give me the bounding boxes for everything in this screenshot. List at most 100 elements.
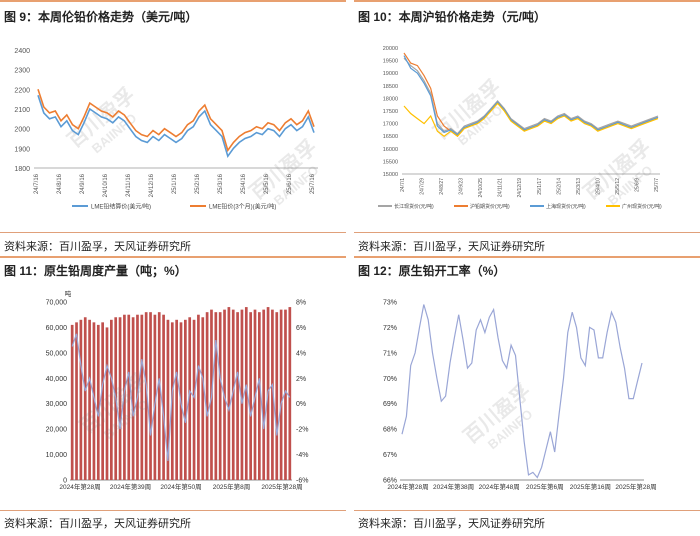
source-note: 资料来源：百川盈孚，天风证券研究所 (358, 241, 545, 253)
figure-12-panel: 图 12：原生铅开工率（%） 66% 67% 68% 69% 70% 71% 72% 73% 百… (354, 256, 700, 536)
source-note: 资料来源：百川盈孚，天风证券研究所 (4, 241, 191, 253)
y-tick-label: 18500 (383, 84, 398, 90)
figure-10-panel: 图 10：本周沪铅价格走势（元/吨） 15000 15500 16000 16500 1… (354, 0, 700, 262)
bar (75, 322, 78, 480)
legend-label: 沪铅期货价(元/吨) (470, 203, 510, 210)
y-tick-label: 30,000 (46, 401, 68, 408)
y-tick-label: 2400 (14, 48, 30, 55)
legend-label: LME铅结算价(美元/吨) (91, 203, 151, 211)
title-rule (354, 256, 700, 258)
bar (249, 312, 252, 480)
y-tick-label: 18000 (383, 96, 398, 102)
y-tick-label: 73% (383, 300, 397, 307)
y2-tick-label: 8% (296, 300, 306, 307)
y-tick-label: 70% (383, 376, 397, 383)
bar (197, 314, 200, 480)
bar (162, 314, 165, 480)
series-line (403, 102, 659, 138)
x-tick-label: 24/8/16 (57, 173, 63, 194)
x-tick-label: 24/12/16 (149, 173, 155, 197)
bar (127, 314, 131, 480)
legend-label: 长江现货价(元/吨) (394, 203, 434, 210)
x-tick-label: 25/6/9 (634, 178, 640, 192)
bar (275, 312, 279, 480)
bar (231, 309, 235, 480)
x-tick-label: 25/6/16 (287, 173, 293, 194)
y-tick-label: 10,000 (46, 452, 68, 459)
source-rule (354, 232, 700, 233)
x-tick-label: 2024年第28周 (387, 482, 428, 491)
bar (110, 319, 113, 480)
bar (92, 322, 96, 480)
figure-9-panel: 图 9：本周伦铅价格走势（美元/吨） 1800 1900 2000 2100 2200 2… (0, 0, 346, 262)
x-tick-label: 25/5/12 (615, 178, 621, 195)
y-tick-label: 17000 (383, 122, 398, 128)
bar (262, 309, 266, 480)
legend-label: LME铅价(3个月)(美元/吨) (209, 203, 276, 211)
x-tick-label: 24/10/25 (478, 178, 484, 198)
y-tick-label: 19000 (383, 71, 398, 77)
x-tick-label: 25/2/14 (556, 178, 562, 195)
y-tick-label: 60,000 (46, 325, 68, 332)
bar (144, 312, 148, 480)
bar (192, 319, 196, 480)
y-tick-label: 1900 (14, 146, 30, 153)
legend-label: 上海现货价(元/吨) (546, 203, 586, 210)
y2-tick-label: 6% (296, 325, 306, 332)
x-tick-label: 25/3/13 (576, 178, 582, 195)
source-rule (0, 232, 346, 233)
bar (166, 319, 170, 480)
bar (153, 314, 157, 480)
x-tick-label: 24/11/16 (126, 173, 132, 197)
series-line (403, 57, 659, 135)
bar (214, 312, 218, 480)
y2-tick-label: -4% (296, 452, 308, 459)
y-tick-label: 16000 (383, 147, 398, 153)
y2-tick-label: -2% (296, 427, 308, 434)
bar (175, 319, 178, 480)
y-tick-label: 50,000 (46, 350, 68, 357)
x-tick-label: 25/4/16 (241, 173, 247, 194)
x-tick-label: 2024年第38周 (433, 482, 474, 491)
y-tick-label: 71% (383, 350, 397, 357)
bar (96, 324, 100, 480)
bar (188, 317, 192, 480)
source-note: 资料来源：百川盈孚，天风证券研究所 (358, 518, 545, 530)
bar (284, 309, 287, 480)
x-tick-label: 2025年第16周 (570, 482, 611, 491)
y-tick-label: 17500 (383, 109, 398, 115)
figure-11-title: 图 11：原生铅周度产量（吨；%） (4, 264, 187, 278)
y-tick-label: 69% (383, 401, 397, 408)
x-tick-label: 25/1/16 (172, 173, 178, 194)
bar (236, 312, 239, 480)
bar (240, 309, 244, 480)
series-line (37, 89, 315, 153)
series-line (37, 94, 315, 158)
y-tick-label: 16500 (383, 134, 398, 140)
y-unit-label: 吨 (65, 289, 72, 298)
figure-10-title: 图 10：本周沪铅价格走势（元/吨） (358, 10, 547, 24)
bar (70, 324, 74, 480)
title-rule (0, 256, 346, 258)
bar (258, 312, 261, 480)
bar (227, 307, 231, 480)
y-tick-label: 15500 (383, 159, 398, 165)
y-tick-label: 20,000 (46, 427, 68, 434)
x-tick-label: 2025年第28周 (261, 482, 302, 491)
bar (184, 319, 187, 480)
x-tick-label: 24/8/27 (439, 178, 445, 195)
y-tick-label: 0 (63, 478, 67, 485)
source-rule (0, 510, 346, 511)
yoy-line (71, 333, 291, 461)
x-tick-label: 25/1/17 (537, 178, 543, 195)
x-tick-label: 24/7/1 (400, 178, 406, 192)
bar (88, 319, 91, 480)
title-rule (0, 0, 346, 2)
figure-9-title: 图 9：本周伦铅价格走势（美元/吨） (4, 10, 198, 24)
bar (244, 307, 248, 480)
primary-lead-output-chart: 吨 0 10,000 20,000 30,000 40,000 50,000 60,000 70… (46, 289, 309, 491)
